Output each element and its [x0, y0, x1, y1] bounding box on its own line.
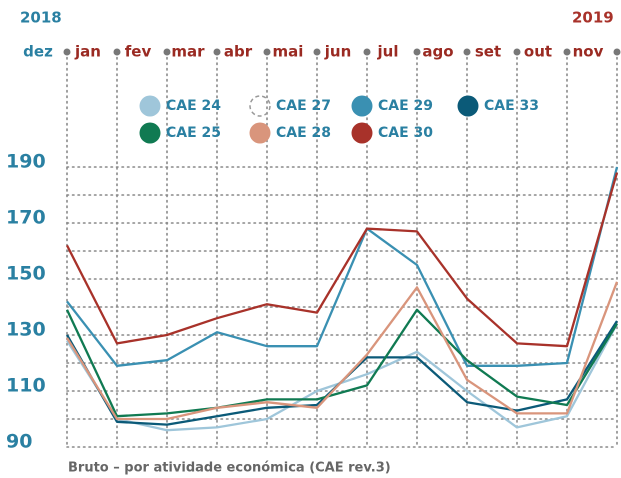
- legend-label: CAE 33: [484, 98, 539, 114]
- legend-label: CAE 28: [276, 125, 331, 141]
- end-year: 2019: [572, 9, 614, 27]
- x-tick-label: out: [524, 43, 552, 61]
- month-dot: [363, 48, 371, 56]
- legend-swatch: [457, 95, 479, 117]
- legend-swatch: [351, 95, 373, 117]
- series-line: [65, 172, 619, 348]
- subtitle: Bruto – por atividade económica (CAE rev…: [68, 461, 391, 476]
- x-tick-label: dez: [23, 43, 53, 61]
- month-dot: [213, 48, 221, 56]
- legend-label: CAE 29: [378, 98, 433, 114]
- legend-label: CAE 30: [378, 125, 433, 141]
- y-tick-label: 170: [6, 207, 46, 229]
- legend-swatch: [249, 122, 271, 144]
- month-dot: [313, 48, 321, 56]
- month-dot: [163, 48, 171, 56]
- legend-swatch: [139, 95, 161, 117]
- month-dot: [63, 48, 71, 56]
- x-tick-label: mar: [171, 43, 205, 61]
- x-tick-label: mai: [273, 43, 304, 61]
- x-tick-label: set: [475, 43, 501, 61]
- legend-label: CAE 24: [166, 98, 221, 114]
- x-tick-label: ago: [422, 43, 453, 61]
- month-dot: [513, 48, 521, 56]
- series-line: [66, 166, 619, 367]
- x-tick-label: jun: [324, 43, 352, 61]
- month-dot: [263, 48, 271, 56]
- x-tick-label: nov: [573, 43, 604, 61]
- month-dot: [613, 48, 621, 56]
- y-tick-label: 130: [6, 319, 46, 341]
- legend-swatch: [351, 122, 373, 144]
- legend-swatch: [249, 95, 271, 117]
- legend-label: CAE 27: [276, 98, 331, 114]
- legend-swatch: [139, 122, 161, 144]
- y-tick-label: 190: [6, 151, 46, 173]
- x-tick-label: jan: [74, 43, 101, 61]
- y-tick-label: 150: [6, 263, 46, 285]
- series-line: [65, 308, 618, 418]
- month-dot: [113, 48, 121, 56]
- y-tick-label: 110: [6, 375, 46, 397]
- month-dot: [563, 48, 571, 56]
- month-dot: [463, 48, 471, 56]
- x-tick-label: jul: [377, 43, 399, 61]
- month-dot: [413, 48, 421, 56]
- series-line: [66, 281, 619, 421]
- series-line: [66, 320, 618, 426]
- x-tick-label: fev: [125, 43, 152, 61]
- start-year: 2018: [20, 9, 62, 27]
- x-tick-label: abr: [224, 43, 253, 61]
- y-tick-label: 90: [6, 431, 32, 453]
- legend-label: CAE 25: [166, 125, 221, 141]
